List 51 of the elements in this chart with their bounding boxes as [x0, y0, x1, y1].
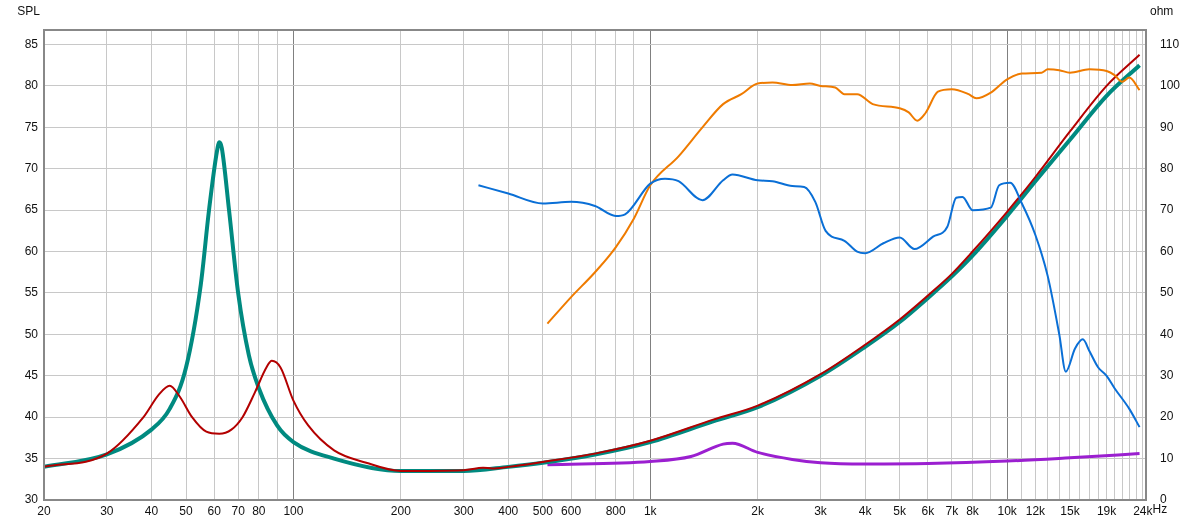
x-tick-label: 50 [179, 503, 193, 518]
x-tick-label: 3k [814, 503, 828, 518]
x-tick-label: 800 [605, 503, 627, 518]
x-tick-label: 10k [997, 503, 1018, 518]
y-tick-label: 45 [24, 368, 39, 383]
y2-tick-label: 110 [1160, 36, 1180, 51]
y2-tick-label: 50 [1160, 285, 1174, 300]
x-tick-label: 20 [37, 503, 51, 518]
y-tick-label: 75 [24, 119, 39, 134]
y-tick-label: 80 [24, 78, 39, 93]
x-tick-label: 6k [921, 503, 936, 518]
y-axis-title: SPL [17, 4, 41, 19]
x-tick-label: 12k [1025, 503, 1047, 518]
x-tick-label: 600 [561, 503, 582, 518]
x-tick-label: 7k [945, 503, 960, 518]
x-tick-label: 8k [966, 503, 980, 518]
x-tick-label: 500 [532, 503, 554, 518]
x-tick-label: 4k [858, 503, 873, 518]
y-tick-label: 70 [24, 161, 39, 176]
x-tick-label: 70 [231, 503, 246, 518]
y2-tick-label: 20 [1160, 409, 1174, 424]
x-tick-label: 19k [1096, 503, 1118, 518]
x-tick-label: 1k [643, 503, 658, 518]
x-tick-label: 15k [1060, 503, 1081, 518]
y2-tick-label: 40 [1160, 326, 1174, 341]
y-tick-label: 85 [24, 36, 39, 51]
y-tick-label: 40 [24, 409, 39, 424]
x-tick-label: 100 [283, 503, 304, 518]
y2-axis-title: ohm [1150, 4, 1174, 19]
x-tick-label: 80 [252, 503, 266, 518]
y-tick-label: 60 [24, 243, 39, 258]
y2-tick-label: 100 [1160, 78, 1181, 93]
y-tick-label: 55 [24, 285, 39, 300]
x-tick-label: 5k [893, 503, 908, 518]
x-tick-label: 400 [498, 503, 519, 518]
y2-tick-label: 70 [1160, 202, 1174, 217]
y2-tick-label: 90 [1160, 119, 1174, 134]
y2-tick-label: 60 [1160, 243, 1174, 258]
y-tick-label: 30 [24, 492, 39, 507]
x-tick-label: 200 [390, 503, 412, 518]
y2-tick-label: 30 [1160, 368, 1174, 383]
x-tick-label: 40 [144, 503, 159, 518]
x-tick-label: 2k [751, 503, 766, 518]
x-tick-label: 30 [100, 503, 114, 518]
y-tick-label: 50 [24, 326, 39, 341]
x-tick-label: 300 [453, 503, 475, 518]
x-tick-label: 60 [207, 503, 222, 518]
y-tick-label: 35 [24, 450, 39, 465]
y2-tick-label: 10 [1160, 450, 1174, 465]
y2-tick-label: 80 [1160, 161, 1174, 176]
y-tick-label: 65 [24, 202, 39, 217]
